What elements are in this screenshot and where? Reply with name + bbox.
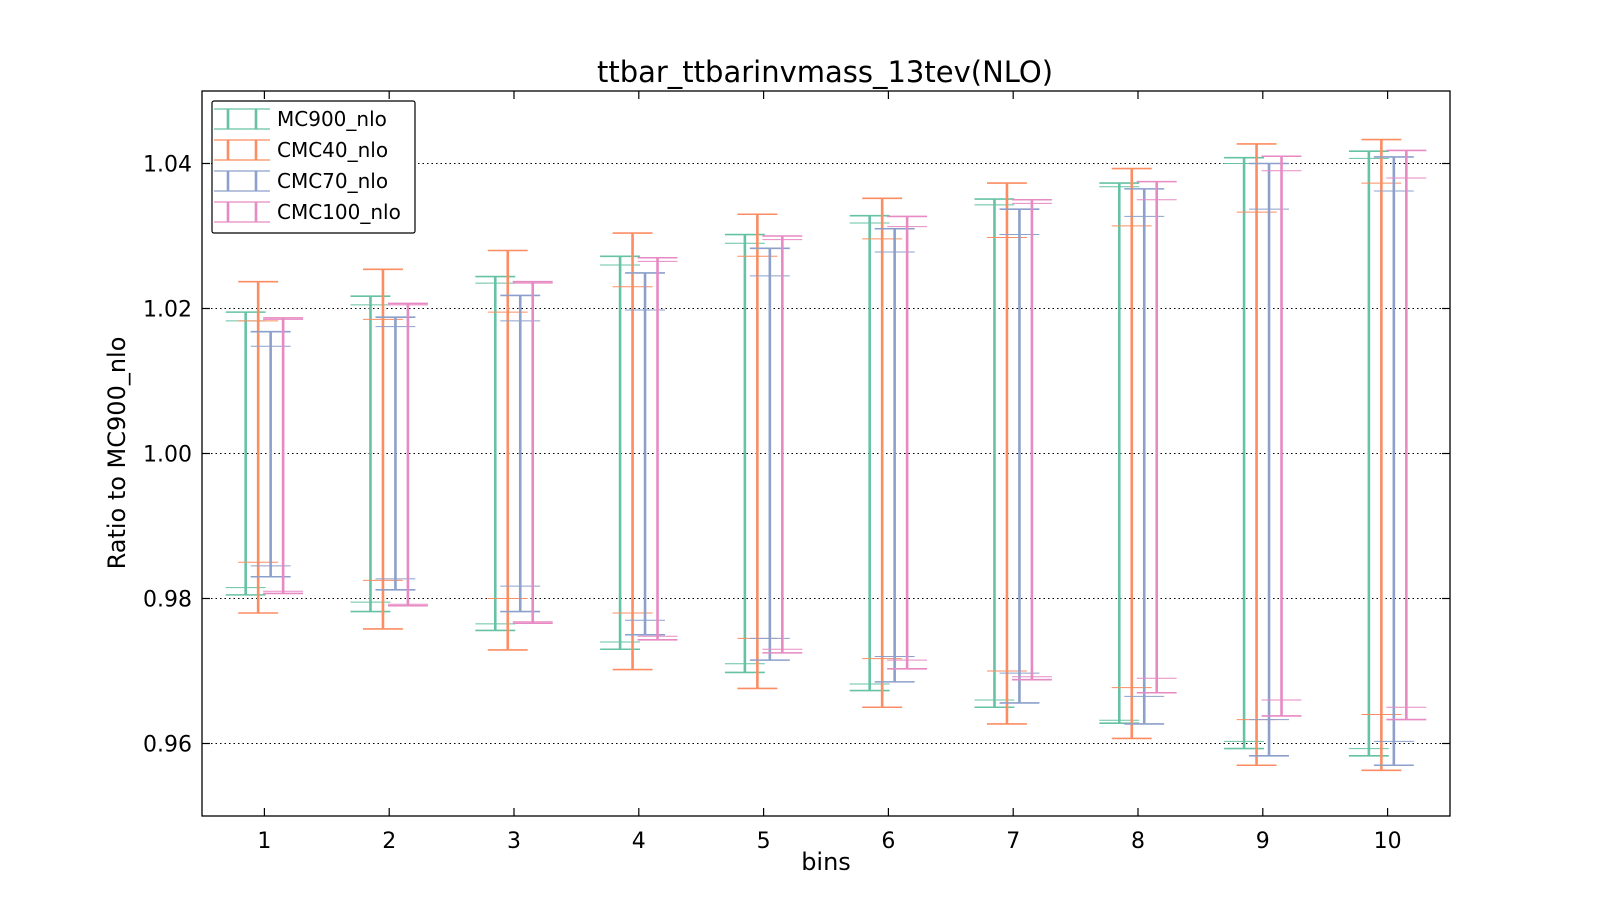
x-tick-label: 5	[757, 829, 771, 854]
x-tick-label: 4	[632, 829, 646, 854]
y-tick-label: 1.00	[143, 443, 192, 468]
x-tick-label: 1	[257, 829, 271, 854]
legend-label: MC900_nlo	[277, 107, 387, 131]
y-tick-layer: 0.96 0.98 1.00 1.02 1.04	[143, 153, 1450, 758]
legend-box	[211, 100, 416, 234]
y-tick-label: 0.96	[143, 733, 192, 758]
x-tick-label: 3	[507, 829, 521, 854]
legend-entry: MC900_nlo	[214, 107, 387, 131]
y-tick-label: 1.04	[143, 153, 192, 178]
series-MC900_nlo	[225, 150, 1389, 757]
x-tick-label: 7	[1006, 829, 1020, 854]
y-tick-label: 0.98	[143, 588, 192, 613]
legend-label: CMC100_nlo	[277, 200, 401, 224]
y-axis-label: Ratio to MC900_nlo	[103, 337, 131, 570]
x-tick-label: 8	[1131, 829, 1145, 854]
legend-items: MC900_nlo CMC40_nlo CMC70_nlo CMC100_nlo	[214, 107, 401, 224]
x-tick-label: 9	[1256, 829, 1270, 854]
legend: MC900_nlo CMC40_nlo CMC70_nlo CMC100_nlo	[211, 100, 416, 234]
x-axis-label: bins	[801, 848, 851, 876]
legend-label: CMC40_nlo	[277, 138, 388, 162]
x-tick-label: 6	[881, 829, 895, 854]
series-layer	[225, 138, 1427, 772]
x-tick-label: 2	[382, 829, 396, 854]
legend-entry: CMC40_nlo	[214, 138, 388, 162]
series-CMC100_nlo	[263, 149, 1427, 721]
x-tick-layer: 1 2 3 4 5 6 7 8 9 10	[257, 91, 1402, 854]
legend-entry: CMC70_nlo	[214, 169, 388, 193]
x-tick-label: 10	[1374, 829, 1402, 854]
y-tick-label: 1.02	[143, 298, 192, 323]
chart-title: ttbar_ttbarinvmass_13tev(NLO)	[597, 55, 1053, 89]
legend-entry: CMC100_nlo	[214, 200, 401, 224]
series-CMC40_nlo	[238, 138, 1402, 772]
legend-label: CMC70_nlo	[277, 169, 388, 193]
